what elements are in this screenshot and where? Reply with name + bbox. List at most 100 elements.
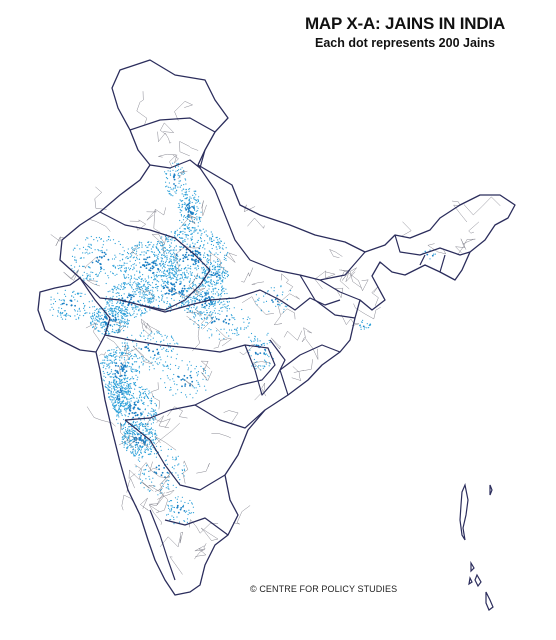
population-dot-1415 — [165, 282, 167, 284]
population-dot-117 — [210, 276, 212, 278]
population-dot-3072 — [99, 263, 102, 266]
population-dot-1530 — [206, 309, 208, 311]
population-dot-1821 — [123, 352, 125, 354]
population-dot-1941 — [137, 376, 139, 378]
district-boundary-146 — [132, 346, 153, 365]
population-dot-3126 — [79, 310, 81, 312]
population-dot-2342 — [131, 451, 133, 453]
population-dot-1309 — [155, 299, 157, 301]
population-dot-591 — [163, 244, 165, 246]
population-dot-2163 — [155, 404, 157, 406]
population-dot-808 — [129, 314, 131, 316]
population-dot-1417 — [190, 298, 192, 301]
population-dot-2615 — [125, 409, 127, 411]
population-dot-3478 — [155, 456, 157, 458]
district-boundary-175 — [179, 531, 184, 544]
population-dot-3676 — [264, 293, 266, 295]
population-dot-2425 — [131, 433, 133, 435]
population-dot-767 — [148, 305, 150, 307]
population-dot-72 — [215, 237, 217, 239]
population-dot-3071 — [86, 237, 88, 239]
population-dot-1972 — [105, 376, 107, 378]
population-dot-2077 — [141, 388, 143, 391]
population-dot-3745 — [147, 347, 150, 350]
population-dot-1301 — [198, 294, 200, 296]
population-dot-2773 — [186, 194, 189, 196]
population-dot-3142 — [78, 316, 80, 318]
population-dot-2415 — [141, 424, 143, 426]
population-dot-3281 — [222, 277, 225, 279]
population-dot-2716 — [197, 200, 200, 202]
population-dot-3481 — [171, 472, 173, 474]
population-dot-613 — [162, 280, 164, 282]
population-dot-1049 — [101, 314, 103, 316]
population-dot-3107 — [61, 318, 64, 320]
population-dot-3377 — [263, 342, 265, 344]
population-dot-421 — [167, 264, 169, 266]
district-boundary-259 — [223, 410, 239, 424]
population-dot-3421 — [143, 487, 145, 489]
population-dot-673 — [133, 266, 135, 268]
population-dot-1424 — [200, 292, 202, 294]
population-dot-3761 — [153, 368, 155, 370]
population-dot-3790 — [169, 363, 172, 365]
population-dot-1256 — [100, 327, 102, 329]
population-dot-3063 — [85, 248, 87, 250]
population-dot-1418 — [163, 271, 165, 273]
population-dot-929 — [126, 296, 129, 299]
population-dot-3678 — [255, 300, 257, 302]
population-dot-1704 — [225, 288, 227, 290]
population-dot-1285 — [181, 293, 184, 296]
population-dot-3650 — [234, 333, 236, 335]
district-boundary-189 — [128, 464, 142, 480]
population-dot-130 — [222, 248, 224, 250]
population-dot-198 — [155, 259, 158, 261]
population-dot-3520 — [182, 504, 185, 506]
population-dot-993 — [112, 288, 114, 291]
population-dot-1966 — [133, 368, 135, 370]
population-dot-522 — [129, 281, 131, 283]
population-dot-1155 — [94, 319, 96, 321]
population-dot-2028 — [143, 419, 145, 421]
population-dot-2687 — [114, 400, 116, 403]
population-dot-1174 — [121, 317, 123, 319]
population-dot-1660 — [191, 310, 193, 312]
population-dot-675 — [138, 277, 140, 279]
population-dot-1727 — [118, 384, 120, 387]
population-dot-3059 — [114, 254, 116, 256]
population-dot-3144 — [73, 290, 75, 292]
population-dot-1169 — [104, 329, 106, 331]
population-dot-1632 — [223, 287, 225, 289]
population-dot-1113 — [92, 317, 94, 319]
population-dot-3634 — [234, 328, 236, 330]
population-dot-2676 — [123, 382, 125, 384]
district-boundary-216 — [283, 330, 303, 341]
population-dot-2693 — [129, 387, 131, 389]
population-dot-2314 — [144, 427, 146, 430]
population-dot-671 — [172, 277, 174, 279]
population-dot-2664 — [114, 379, 116, 381]
population-dot-862 — [151, 297, 153, 300]
population-dot-308 — [164, 266, 166, 269]
population-dot-1312 — [188, 288, 190, 290]
population-dot-468 — [148, 284, 150, 286]
population-dot-3933 — [202, 378, 204, 380]
population-dot-785 — [136, 289, 138, 292]
population-dot-3404 — [151, 481, 153, 483]
population-dot-3907 — [170, 386, 172, 389]
population-dot-3914 — [183, 374, 186, 377]
population-dot-1062 — [113, 309, 116, 311]
population-dot-2531 — [129, 391, 131, 394]
population-dot-1694 — [225, 307, 227, 309]
population-dots-layer — [49, 162, 436, 525]
population-dot-2131 — [143, 392, 145, 394]
population-dot-3412 — [161, 482, 163, 484]
population-dot-2543 — [114, 389, 116, 391]
population-dot-516 — [139, 254, 141, 256]
population-dot-1441 — [157, 274, 159, 277]
population-dot-3361 — [257, 353, 259, 356]
population-dot-1316 — [189, 271, 191, 273]
population-dot-3559 — [191, 502, 193, 504]
population-dot-780 — [111, 297, 113, 299]
population-dot-2918 — [172, 189, 174, 191]
